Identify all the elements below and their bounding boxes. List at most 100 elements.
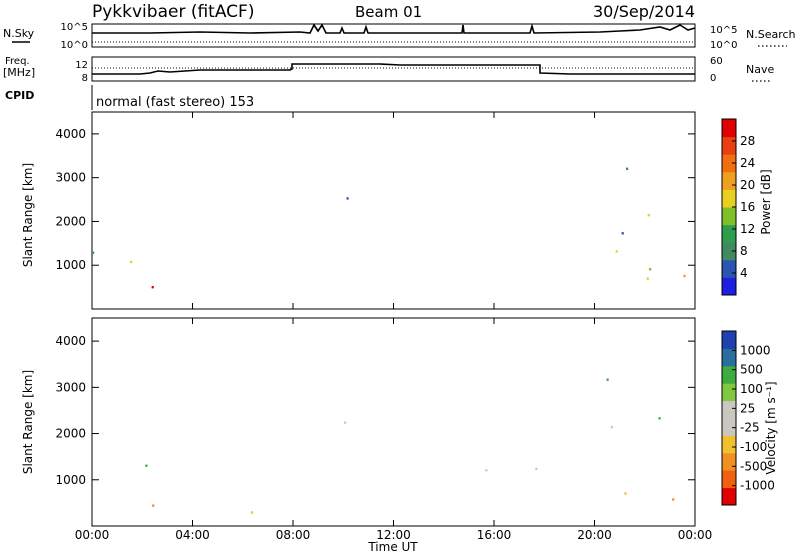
nsky-tick-top: 10^5: [61, 22, 88, 33]
echo-cell: [683, 274, 686, 278]
power-cbar-label: Power [dB]: [759, 169, 773, 234]
y-tick-label: 1000: [55, 258, 86, 272]
beam-label: Beam 01: [355, 3, 422, 21]
date-label: 30/Sep/2014: [593, 2, 695, 21]
colorbar-segment: [722, 331, 736, 349]
x-tick-label: 00:00: [75, 528, 110, 542]
colorbar-tick-label: -1000: [740, 479, 775, 493]
colorbar-segment: [722, 154, 736, 173]
power-frame: [91, 111, 696, 310]
echo-cell: [151, 286, 154, 289]
freq-label: Freq.: [5, 56, 30, 67]
nsearch-tick-bottom: 10^0: [710, 40, 737, 51]
colorbar-tick-label: 20: [740, 178, 755, 192]
x-tick-label: 16:00: [477, 528, 512, 542]
radar-title: Pykkvibaer (fitACF): [92, 2, 254, 22]
colorbar-tick-label: 16: [740, 200, 755, 214]
nsky-panel: [91, 23, 696, 48]
nave-label: Nave: [746, 63, 774, 76]
colorbar-frame: [721, 330, 737, 506]
colorbar-segment: [722, 470, 736, 489]
colorbar-tick-label: -100: [740, 440, 767, 454]
y-tick-label: 4000: [55, 127, 86, 141]
colorbar-segment: [722, 400, 736, 419]
echo-cell: [606, 378, 609, 381]
y-tick-label: 2000: [55, 214, 86, 228]
nsky-trace: [92, 23, 696, 34]
colorbar-tick-label: -500: [740, 459, 767, 473]
echo-cell: [343, 421, 347, 424]
colorbar-tick-label: 28: [740, 134, 755, 148]
colorbar-tick-label: -25: [740, 421, 760, 435]
velocity-ylabel: Slant Range [km]: [21, 370, 35, 474]
colorbar-tick-label: 8: [740, 244, 748, 258]
colorbar-segment: [722, 136, 736, 155]
nsky-label: N.Sky: [3, 27, 35, 40]
cpid-label: CPID: [5, 89, 34, 102]
colorbar-tick-label: 1000: [740, 343, 771, 357]
velocity-panel: [91, 317, 696, 527]
echo-cell: [646, 277, 649, 280]
colorbar-segment: [722, 224, 736, 243]
velocity-cbar-label: Velocity [m s⁻¹]: [764, 381, 778, 474]
nave-tick-bottom: 0: [710, 73, 716, 84]
colorbar-segment: [722, 119, 736, 138]
power-ylabel: Slant Range [km]: [21, 163, 35, 267]
y-tick-label: 3000: [55, 380, 86, 394]
x-axis-label: Time UT: [367, 540, 418, 554]
colorbar-segment: [722, 435, 736, 454]
colorbar-segment: [722, 452, 736, 471]
echo-cell: [658, 417, 661, 420]
echo-cell: [624, 492, 627, 495]
x-tick-label: 04:00: [175, 528, 210, 542]
x-tick-label: 20:00: [577, 528, 612, 542]
colorbar-segment: [722, 348, 736, 367]
echo-cell: [649, 268, 652, 271]
y-tick-label: 3000: [55, 171, 86, 185]
y-tick-label: 2000: [55, 427, 86, 441]
colorbar-segment: [722, 259, 736, 278]
freq-tick-bottom: 8: [82, 73, 88, 84]
freq-tick-top: 12: [75, 60, 88, 71]
colorbar-segment: [722, 189, 736, 208]
echo-cell: [346, 197, 349, 200]
echo-cell: [485, 469, 488, 472]
x-tick-label: 12:00: [376, 528, 411, 542]
colorbar-segment: [722, 207, 736, 226]
colorbar-segment: [722, 418, 736, 436]
colorbar-tick-label: 500: [740, 363, 763, 377]
cpid-text: normal (fast stereo) 153: [96, 95, 254, 110]
nsearch-label: N.Search: [746, 28, 796, 41]
echo-cell: [535, 467, 538, 470]
nsearch-tick-top: 10^5: [710, 25, 737, 36]
y-tick-label: 1000: [55, 473, 86, 487]
echo-cell: [152, 504, 155, 507]
colorbar-segment: [722, 242, 736, 261]
velocity-frame: [91, 317, 696, 527]
freq-trace: [92, 63, 695, 75]
colorbar-segment: [722, 383, 736, 402]
echo-cell: [145, 464, 148, 467]
power-panel: [91, 111, 696, 310]
echo-cell: [621, 232, 624, 235]
colorbar-tick-label: 25: [740, 401, 755, 415]
freq-panel: [91, 56, 696, 82]
freq-unit: [MHz]: [3, 66, 35, 79]
echo-cell: [672, 498, 675, 501]
colorbar-tick-label: 24: [740, 156, 755, 170]
colorbar-segment: [722, 365, 736, 384]
echo-cell: [647, 214, 650, 217]
colorbar-segment: [722, 487, 736, 506]
echo-cell: [130, 260, 133, 264]
echo-cell: [610, 426, 613, 429]
echo-cell: [250, 511, 253, 514]
colorbar-tick-label: 100: [740, 382, 763, 396]
x-tick-label: 00:00: [678, 528, 713, 542]
echo-cell: [92, 251, 95, 254]
echo-cell: [615, 250, 618, 253]
y-tick-label: 4000: [55, 334, 86, 348]
colorbar-tick-label: 12: [740, 222, 755, 236]
x-tick-label: 08:00: [276, 528, 311, 542]
nsky-tick-bottom: 10^0: [61, 40, 88, 51]
